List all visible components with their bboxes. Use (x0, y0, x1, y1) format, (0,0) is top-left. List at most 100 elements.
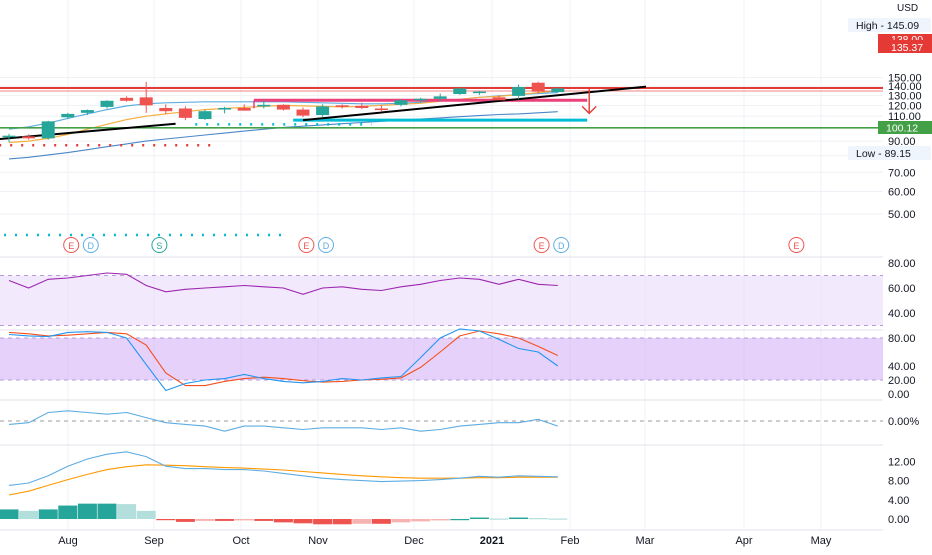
event-label: D (558, 241, 565, 251)
price-tick-label: 110.00 (888, 111, 921, 123)
roc-line (8, 410, 558, 432)
macd-histogram-bar (371, 519, 391, 524)
event-label: D (323, 241, 330, 251)
macd-histogram-bar (391, 519, 411, 523)
candle-body (139, 97, 153, 106)
support-tag-bg (878, 121, 932, 134)
macd-histogram-bar (313, 519, 333, 525)
candle-body (257, 104, 271, 107)
time-axis-label: Oct (232, 535, 249, 547)
event-label: E (539, 241, 545, 251)
macd-histogram-bar (234, 519, 254, 521)
low-label: Low - 89.15 (856, 148, 911, 160)
candle-body (355, 105, 369, 108)
price-tick-label: 70.00 (888, 167, 916, 179)
time-axis-label: Nov (308, 535, 328, 547)
time-axis-label: Feb (561, 535, 580, 547)
time-axis-label: Apr (735, 535, 752, 547)
current-price-tag-bg (878, 40, 932, 53)
event-marker (533, 237, 550, 253)
macd-histogram-bar (430, 519, 450, 521)
stoch-tick-label: 20.00 (888, 375, 916, 387)
candle-body (120, 97, 134, 101)
macd-line (8, 451, 558, 486)
event-marker (318, 237, 334, 253)
candle-body (41, 121, 55, 139)
macd-histogram-bar (352, 519, 372, 524)
candle-body (316, 106, 330, 116)
event-label: S (156, 241, 162, 251)
macd-histogram-bar (77, 503, 97, 519)
support-tag: 100.12 (886, 123, 918, 135)
macd-tick-label: 8.00 (888, 476, 909, 488)
event-label: D (88, 241, 95, 251)
macd-histogram-bar (58, 505, 78, 519)
axes: USD 50.0060.0070.0080.0090.00100.00110.0… (58, 3, 932, 547)
candle-body (512, 87, 526, 96)
macd-tick-label: 4.00 (888, 495, 909, 507)
price-tick-label: 120.00 (888, 100, 922, 112)
price-tick-label: 150.00 (888, 73, 922, 85)
macd-histogram-bar (97, 503, 117, 519)
rsi-tick-label: 80.00 (888, 258, 916, 270)
indicator-panels (0, 272, 883, 525)
event-marker (151, 237, 168, 253)
event-marker (63, 237, 80, 253)
candle-body (218, 107, 232, 110)
stoch-tick-label: 80.00 (888, 333, 916, 345)
candle-body (80, 110, 94, 113)
macd-histogram-bar (489, 518, 509, 520)
background-grid (0, 0, 883, 531)
event-label: E (303, 241, 309, 251)
macd-histogram-bar (293, 519, 313, 524)
price-tick-label: 130.00 (888, 90, 922, 102)
event-marker (553, 237, 570, 253)
candle-body (433, 96, 447, 99)
candle-body (61, 113, 75, 118)
macd-tick-label: 0.00 (888, 514, 909, 526)
candle-body (472, 91, 486, 94)
event-marker (788, 237, 805, 253)
price-tick-label: 140.00 (888, 81, 922, 93)
macd-histogram-bar (332, 519, 352, 525)
macd-histogram-bar (38, 509, 58, 519)
roc-tick-label: 0.00% (888, 416, 919, 428)
macd-histogram-bar (19, 510, 39, 519)
low-label-bg (848, 146, 931, 160)
macd-histogram-bar (215, 519, 235, 521)
high-label: High - 145.09 (856, 20, 919, 32)
macd-histogram-bar (195, 519, 215, 521)
event-marker (82, 237, 99, 253)
time-axis-label: Mar (636, 535, 655, 547)
macd-histogram-bar (509, 517, 529, 519)
current-price-tag: 135.37 (891, 42, 923, 54)
candle-body (531, 82, 545, 92)
rsi-line (8, 272, 558, 295)
price-tick-label: 90.00 (888, 136, 916, 148)
rsi-band (0, 275, 883, 326)
macd-histogram-bar (175, 519, 195, 522)
candle-body (159, 107, 173, 112)
candle-body (22, 136, 36, 139)
event-label: E (793, 241, 799, 251)
target-arrow-head (581, 105, 597, 115)
candle-body (414, 98, 428, 101)
stoch-tick-label: 0.00 (888, 389, 909, 401)
stoch-k-line (8, 328, 559, 392)
event-marker (298, 237, 315, 253)
macd-histogram-bar (528, 518, 548, 520)
rsi-tick-label: 40.00 (888, 308, 916, 320)
time-axis-label: Dec (404, 535, 424, 547)
candle-body (198, 111, 212, 120)
macd-histogram-bar (254, 519, 274, 521)
candle-body (374, 108, 388, 111)
macd-histogram-bar (411, 519, 431, 522)
stoch-d-line (8, 330, 559, 387)
macd-histogram-bar (156, 519, 176, 521)
macd-histogram-bar (0, 509, 19, 519)
macd-signal-line (8, 464, 558, 496)
macd-histogram-bar (273, 519, 293, 523)
candle-body (551, 88, 565, 93)
